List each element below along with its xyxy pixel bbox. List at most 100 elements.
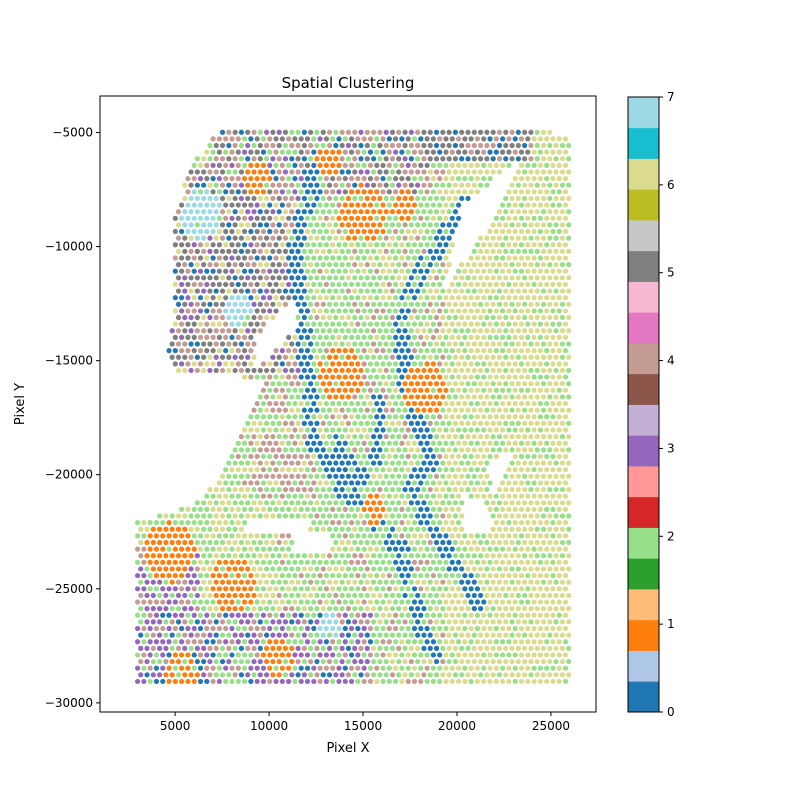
spot-point bbox=[399, 175, 405, 182]
spot-point bbox=[298, 189, 304, 195]
spot-point bbox=[219, 486, 226, 493]
spot-point bbox=[238, 632, 245, 638]
spot-point bbox=[342, 546, 348, 552]
spot-point bbox=[515, 579, 521, 585]
spot-point bbox=[393, 586, 399, 592]
spot-point bbox=[163, 566, 169, 572]
spot-point bbox=[427, 619, 433, 625]
spot-point bbox=[166, 639, 172, 645]
spot-point bbox=[377, 235, 383, 241]
spot-point bbox=[396, 129, 402, 135]
spot-point bbox=[194, 606, 200, 612]
spot-point bbox=[452, 486, 459, 493]
spot-point bbox=[191, 162, 197, 168]
spot-point bbox=[415, 341, 421, 347]
spot-point bbox=[330, 533, 336, 539]
spot-point bbox=[525, 162, 531, 168]
spot-point bbox=[415, 513, 421, 519]
spot-point bbox=[415, 275, 421, 281]
spot-point bbox=[361, 149, 367, 155]
spot-point bbox=[172, 348, 178, 354]
spot-point bbox=[515, 209, 521, 215]
spot-point bbox=[540, 447, 547, 453]
spot-point bbox=[289, 513, 295, 519]
spot-point bbox=[333, 314, 339, 321]
spot-point bbox=[474, 374, 481, 380]
spot-point bbox=[468, 453, 474, 460]
spot-point bbox=[433, 619, 440, 625]
spot-point bbox=[553, 606, 559, 612]
spot-point bbox=[355, 189, 361, 195]
spot-point bbox=[257, 553, 263, 559]
spot-point bbox=[257, 407, 263, 413]
spot-point bbox=[377, 262, 383, 268]
spot-point bbox=[468, 612, 474, 618]
spot-point bbox=[204, 149, 210, 155]
spot-point bbox=[421, 156, 427, 162]
spot-point bbox=[455, 612, 462, 618]
spot-point bbox=[430, 414, 436, 420]
spot-point bbox=[188, 288, 194, 294]
spot-point bbox=[207, 275, 213, 281]
spot-point bbox=[459, 142, 465, 149]
spot-point bbox=[415, 606, 421, 612]
spot-point bbox=[235, 546, 241, 552]
spot-point bbox=[430, 599, 436, 605]
spot-point bbox=[213, 672, 219, 678]
spot-point bbox=[421, 619, 427, 625]
spot-point bbox=[522, 553, 528, 559]
spot-point bbox=[452, 473, 459, 479]
spot-point bbox=[371, 354, 377, 360]
spot-point bbox=[496, 447, 503, 453]
spot-point bbox=[352, 579, 358, 585]
spot-point bbox=[342, 427, 348, 433]
spot-point bbox=[216, 215, 222, 221]
spot-point bbox=[270, 275, 276, 281]
spot-point bbox=[226, 658, 232, 665]
spot-point bbox=[361, 295, 367, 301]
spot-point bbox=[371, 434, 377, 440]
spot-point bbox=[301, 394, 307, 400]
spot-point bbox=[207, 235, 213, 241]
spot-point bbox=[544, 520, 550, 526]
spot-point bbox=[352, 407, 358, 413]
spot-point bbox=[506, 639, 512, 645]
spot-point bbox=[226, 156, 232, 162]
spot-point bbox=[289, 592, 295, 599]
spot-point bbox=[500, 162, 506, 168]
spot-point bbox=[481, 533, 487, 539]
spot-point bbox=[238, 275, 245, 281]
spot-point bbox=[415, 566, 421, 572]
spot-point bbox=[443, 506, 449, 512]
spot-point bbox=[374, 440, 380, 446]
spot-point bbox=[282, 420, 289, 426]
spot-point bbox=[487, 480, 493, 486]
spot-point bbox=[188, 301, 194, 307]
spot-point bbox=[355, 202, 361, 208]
spot-point bbox=[465, 645, 471, 651]
spot-point bbox=[226, 473, 232, 479]
spot-point bbox=[251, 500, 257, 506]
spot-point bbox=[197, 586, 204, 592]
spot-point bbox=[490, 354, 496, 360]
spot-point bbox=[433, 169, 440, 175]
spot-point bbox=[191, 281, 197, 288]
spot-point bbox=[348, 215, 355, 221]
spot-point bbox=[452, 606, 459, 612]
spot-point bbox=[528, 354, 534, 360]
spot-point bbox=[408, 434, 414, 440]
spot-point bbox=[424, 493, 430, 499]
spot-point bbox=[522, 500, 528, 506]
spot-point bbox=[459, 473, 465, 479]
spot-point bbox=[562, 387, 569, 393]
spot-point bbox=[518, 228, 525, 235]
spot-point bbox=[566, 288, 572, 294]
spot-point bbox=[556, 480, 562, 486]
spot-point bbox=[443, 149, 449, 155]
spot-point bbox=[396, 235, 402, 241]
spot-point bbox=[317, 387, 323, 393]
spot-point bbox=[223, 559, 229, 565]
spot-point bbox=[361, 414, 367, 420]
spot-point bbox=[175, 592, 182, 599]
spot-point bbox=[188, 645, 194, 651]
